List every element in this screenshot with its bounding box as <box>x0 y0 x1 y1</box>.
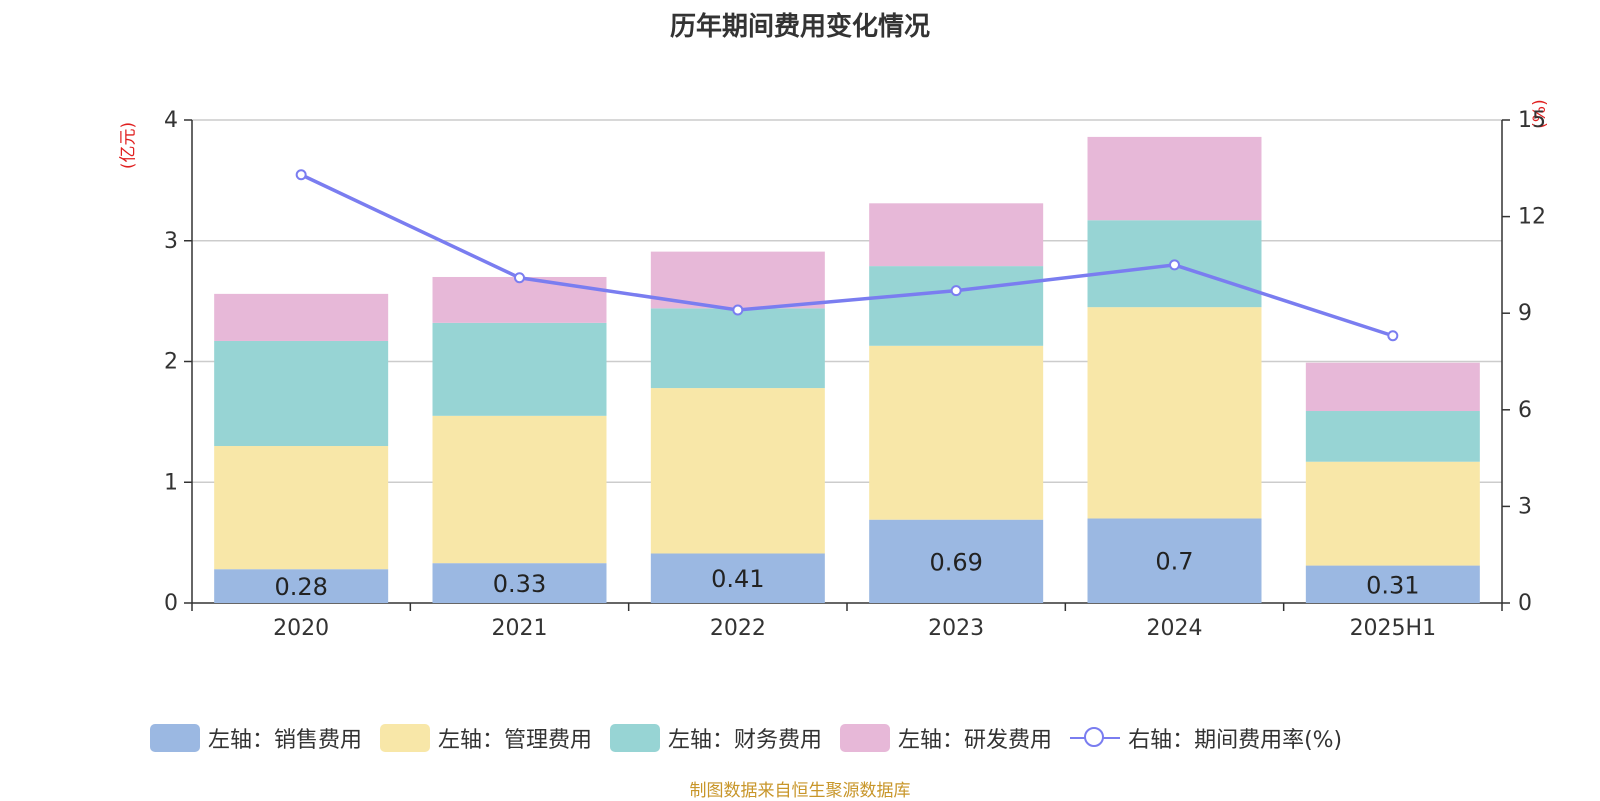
rate-point <box>950 285 962 297</box>
legend-label: 左轴：管理费用 <box>438 728 593 753</box>
legend-item[interactable]: 右轴：期间费用率(%) <box>1070 722 1342 754</box>
bar-segment-sales <box>432 563 607 603</box>
x-tick-label: 2025H1 <box>1350 616 1437 641</box>
bar-segment-admin <box>650 388 825 554</box>
chart-plot: 01234036912150.2820200.3320210.4120220.6… <box>164 108 1546 641</box>
bar-segment-rd <box>1087 136 1262 221</box>
legend-item[interactable]: 左轴：财务费用 <box>610 722 822 754</box>
bar-data-label: 0.33 <box>493 570 546 598</box>
bar-segment-rd <box>650 251 825 309</box>
left-tick-label: 3 <box>164 229 178 254</box>
bar-data-label: 0.7 <box>1155 548 1193 576</box>
bar-data-label: 0.41 <box>711 565 764 593</box>
legend-label: 左轴：财务费用 <box>668 728 823 753</box>
legend-label: 左轴：销售费用 <box>208 728 363 753</box>
right-tick-label: 9 <box>1518 301 1532 326</box>
x-tick-label: 2020 <box>273 616 329 641</box>
bar-segment-rd <box>214 293 389 341</box>
bar-segment-admin <box>214 446 389 570</box>
x-tick-label: 2021 <box>492 616 548 641</box>
bar-segment-admin <box>1305 461 1480 566</box>
right-tick-label: 12 <box>1518 205 1546 230</box>
bar-segment-admin <box>869 345 1044 520</box>
bar-data-label: 0.28 <box>274 573 327 601</box>
bar-segment-rd <box>432 276 607 323</box>
right-tick-label: 3 <box>1518 494 1532 519</box>
legend-item[interactable]: 左轴：研发费用 <box>840 722 1052 754</box>
legend-line-marker <box>1070 724 1121 752</box>
rate-point <box>295 169 307 181</box>
left-tick-label: 2 <box>164 350 178 375</box>
bar-segment-sales <box>1087 518 1262 603</box>
legend-swatch <box>840 724 891 752</box>
bar-segment-rd <box>869 203 1044 267</box>
legend-item[interactable]: 左轴：销售费用 <box>150 722 362 754</box>
right-tick-label: 6 <box>1518 398 1532 423</box>
rate-point <box>514 272 525 284</box>
x-tick-label: 2022 <box>710 616 766 641</box>
bar-data-label: 0.69 <box>929 548 982 576</box>
rate-point <box>732 304 744 316</box>
rate-point <box>1387 330 1399 342</box>
rate-point <box>1169 259 1180 271</box>
bar-data-label: 0.31 <box>1366 571 1419 599</box>
bar-segment-rd <box>1305 362 1480 412</box>
x-tick-label: 2024 <box>1147 616 1203 641</box>
legend-swatch <box>150 724 200 752</box>
bar-segment-admin <box>1087 307 1262 519</box>
left-tick-label: 0 <box>164 591 178 616</box>
bar-segment-sales <box>650 553 825 603</box>
right-tick-label: 0 <box>1518 591 1532 616</box>
bar-segment-sales <box>1305 565 1480 603</box>
bar-segment-finance <box>432 322 607 416</box>
bar-segment-finance <box>650 308 825 389</box>
legend-item[interactable]: 左轴：管理费用 <box>380 722 592 754</box>
bar-segment-sales <box>214 569 389 603</box>
right-tick-label: 15 <box>1518 108 1546 133</box>
bar-segment-admin <box>432 415 607 564</box>
bar-segment-finance <box>1305 411 1480 462</box>
chart-legend: 左轴：销售费用 左轴：管理费用 左轴：财务费用 左轴：研发费用 右轴：期间费用率(%) <box>150 722 1360 754</box>
legend-label: 右轴：期间费用率(%) <box>1128 728 1343 753</box>
legend-swatch <box>610 724 661 752</box>
left-tick-label: 1 <box>164 470 178 495</box>
bar-segment-finance <box>869 266 1044 346</box>
bar-segment-sales <box>869 519 1044 603</box>
rate-line <box>300 173 1394 338</box>
legend-swatch <box>380 724 431 752</box>
data-source-note: 制图数据来自恒生聚源数据库 <box>689 781 911 801</box>
legend-label: 左轴：研发费用 <box>898 728 1053 753</box>
x-tick-label: 2023 <box>928 616 984 641</box>
bar-segment-finance <box>214 340 389 447</box>
chart-title: 历年期间费用变化情况 <box>669 12 930 42</box>
left-tick-label: 4 <box>164 108 178 133</box>
